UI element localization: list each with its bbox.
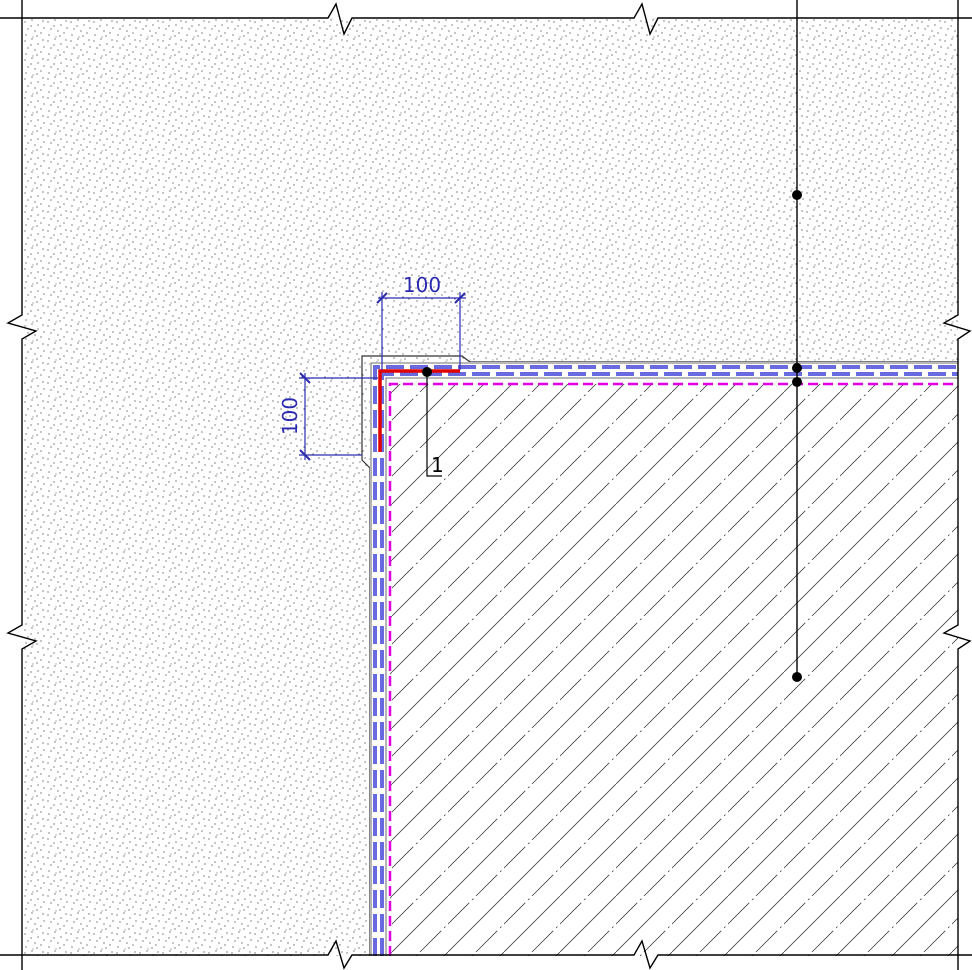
concrete [390, 384, 958, 956]
membrane [361, 355, 958, 956]
dimension-label: 100 [278, 397, 302, 435]
dimension-left [299, 372, 378, 461]
reference-line [792, 0, 802, 682]
callout-label: 1 [431, 453, 444, 477]
dimension-top [376, 292, 466, 370]
dimension-label: 100 [403, 273, 441, 297]
callout-leader [422, 367, 442, 477]
